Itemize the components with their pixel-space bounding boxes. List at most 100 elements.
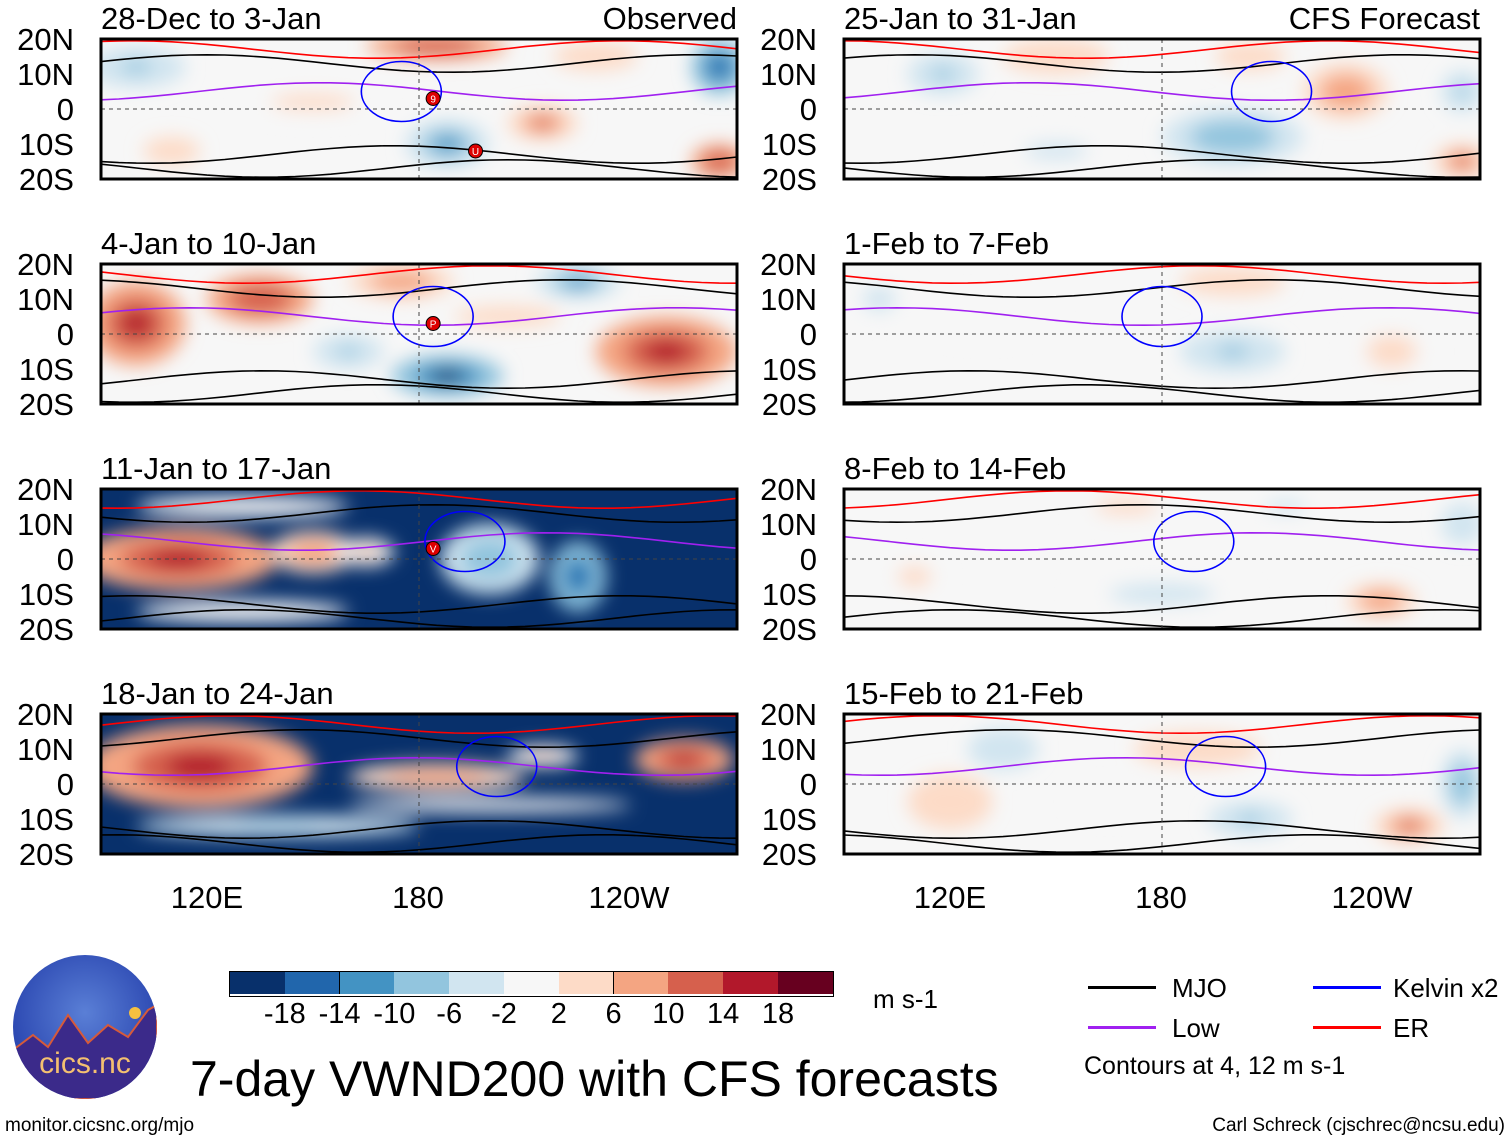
storm-label: U [472, 147, 479, 158]
storm-label: P [430, 320, 437, 331]
lat-label: 20N [17, 22, 74, 57]
lat-label: 20S [18, 837, 74, 872]
lat-label: 0 [56, 92, 74, 127]
colorbar-unit: m s-1 [873, 984, 938, 1014]
anomaly-blob [1040, 146, 1072, 156]
contour-line [844, 40, 1480, 60]
contour-line [844, 489, 1480, 509]
anomaly-blob [474, 548, 505, 570]
lat-label: 10N [17, 507, 74, 542]
anomaly-blob [645, 341, 688, 362]
lat-label: 10S [761, 352, 817, 387]
lat-label: 0 [56, 317, 74, 352]
anomaly-blob [415, 41, 458, 51]
anomaly-blob [149, 549, 209, 569]
lon-label-120e-right: 120E [913, 880, 987, 915]
anomaly-blob [1455, 517, 1469, 531]
panel-title: 15-Feb to 21-Feb [844, 676, 1084, 711]
contour-line [101, 369, 737, 390]
colorbar-swatch [394, 972, 451, 994]
anomaly-blob [410, 772, 464, 782]
anomaly-blob [357, 547, 375, 557]
storm-marker [425, 316, 441, 331]
anomaly-blob [565, 276, 591, 287]
panel-frame [842, 712, 1482, 856]
anomaly-blob [121, 60, 152, 74]
anomaly-blob [1073, 787, 1145, 816]
panel-title: 4-Jan to 10-Jan [101, 226, 317, 261]
colorbar-tick-label: 14 [707, 998, 740, 1030]
lat-label: 20S [761, 162, 817, 197]
panel-title: 18-Jan to 24-Jan [101, 676, 334, 711]
lat-label: 0 [56, 542, 74, 577]
lat-label: 20S [18, 387, 74, 422]
lat-label: 0 [799, 92, 817, 127]
storm-label: V [430, 545, 437, 556]
contour-line [844, 834, 1480, 854]
contour-line [844, 82, 1480, 102]
anomaly-blob [669, 753, 699, 766]
contour-line [844, 384, 1480, 403]
lat-label: 10S [18, 577, 74, 612]
storm-marker [468, 143, 484, 159]
panel-frame [842, 37, 1482, 181]
contour-line [101, 531, 737, 551]
lat-label: 20N [17, 697, 74, 732]
anomaly-blob [1178, 743, 1217, 755]
lat-label: 20N [760, 22, 817, 57]
legend-line-mjo [1088, 986, 1156, 989]
anomaly-blob [914, 295, 1056, 338]
panel-frame [99, 262, 739, 406]
lat-label: 10N [17, 732, 74, 767]
lat-label: 20N [760, 697, 817, 732]
footer-url: monitor.cicsnc.org/mjo [5, 1115, 195, 1136]
lat-label: 10N [17, 57, 74, 92]
lon-label-120e-left: 120E [170, 880, 244, 915]
anomaly-blob [1239, 52, 1261, 61]
kelvin-contour [455, 735, 538, 798]
lat-label: 20N [760, 472, 817, 507]
contour-line [101, 158, 737, 179]
panel-title: 11-Jan to 17-Jan [101, 451, 332, 486]
footer-credit: Carl Schreck (cjschrec@ncsu.edu) [1212, 1115, 1505, 1136]
lat-label: 10N [17, 282, 74, 317]
map-panel [842, 262, 1482, 406]
anomaly-blob [166, 753, 234, 780]
colorbar-swatch [504, 972, 560, 994]
anomaly-blob [1455, 85, 1469, 98]
lat-label: 0 [799, 317, 817, 352]
colorbar-tick-label: 18 [761, 998, 795, 1030]
contour-line [101, 819, 737, 840]
contour-line [101, 306, 737, 327]
contour-note: Contours at 4, 12 m s-1 [1084, 1052, 1346, 1080]
map-panel [842, 37, 1482, 181]
panel-title: 1-Feb to 7-Feb [844, 226, 1050, 261]
map-panel: P [99, 262, 739, 406]
legend-line-er [1313, 1026, 1381, 1029]
colorbar-tick-label: -14 [318, 998, 361, 1030]
contour-line [101, 608, 737, 629]
map-panel: V [99, 487, 739, 631]
anomaly-blob [932, 67, 954, 81]
colorbar-swatch [668, 972, 725, 994]
colorbar-tick-label: -10 [373, 998, 416, 1030]
lat-label: 10S [18, 802, 74, 837]
storm-label: 9 [430, 95, 436, 106]
anomaly-blob [569, 566, 587, 587]
contour-line [844, 756, 1480, 777]
kelvin-contour [1152, 510, 1235, 573]
lat-label: 0 [799, 767, 817, 802]
lat-label: 20S [18, 162, 74, 197]
anomaly-blob [235, 822, 321, 830]
contour-line [844, 145, 1480, 165]
kelvin-contour [424, 510, 506, 573]
cics-logo: cics.nc [13, 955, 157, 1099]
lat-label: 20S [761, 837, 817, 872]
lat-label: 10S [18, 352, 74, 387]
lat-label: 10S [761, 127, 817, 162]
lat-label: 10N [760, 507, 817, 542]
panel-title: 28-Dec to 3-Jan [101, 1, 322, 36]
colorbar-swatch [778, 972, 834, 994]
anomaly-blob [430, 369, 465, 383]
